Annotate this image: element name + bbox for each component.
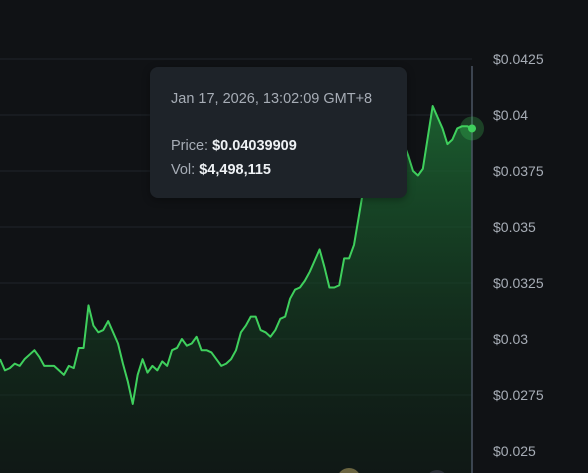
y-tick-label: $0.0375	[493, 163, 544, 179]
tooltip-date: Jan 17, 2026, 13:02:09 GMT+8	[171, 91, 373, 107]
price-tooltip: Jan 17, 2026, 13:02:09 GMT+8 Price: $0.0…	[150, 67, 407, 198]
y-tick-label: $0.035	[493, 219, 536, 235]
hover-marker	[460, 116, 484, 141]
y-tick-label: $0.03	[493, 331, 528, 347]
tooltip-vol-row: Vol: $4,498,115	[171, 158, 387, 182]
y-tick-label: $0.0325	[493, 275, 544, 291]
event-marker-icon[interactable]	[337, 468, 361, 473]
tooltip-vol-value: $4,498,115	[199, 162, 271, 178]
price-area-fill	[0, 106, 472, 473]
hover-marker-dot	[468, 124, 476, 133]
bottom-icons	[337, 468, 448, 473]
y-axis: $0.025 $0.0275 $0.03 $0.0325 $0.035 $0.0375 $0…	[493, 51, 544, 459]
tooltip-price-label: Price:	[171, 138, 209, 154]
price-area	[0, 106, 472, 473]
tooltip-price-value: $0.04039909	[212, 138, 297, 154]
event-marker-icon[interactable]	[426, 470, 448, 473]
y-tick-label: $0.0275	[493, 387, 544, 403]
tooltip-price-row: Price: $0.04039909	[171, 134, 387, 158]
y-tick-label: $0.0425	[493, 51, 544, 67]
tooltip-vol-label: Vol:	[171, 162, 196, 178]
y-tick-label: $0.025	[493, 443, 536, 459]
y-tick-label: $0.04	[493, 107, 528, 123]
